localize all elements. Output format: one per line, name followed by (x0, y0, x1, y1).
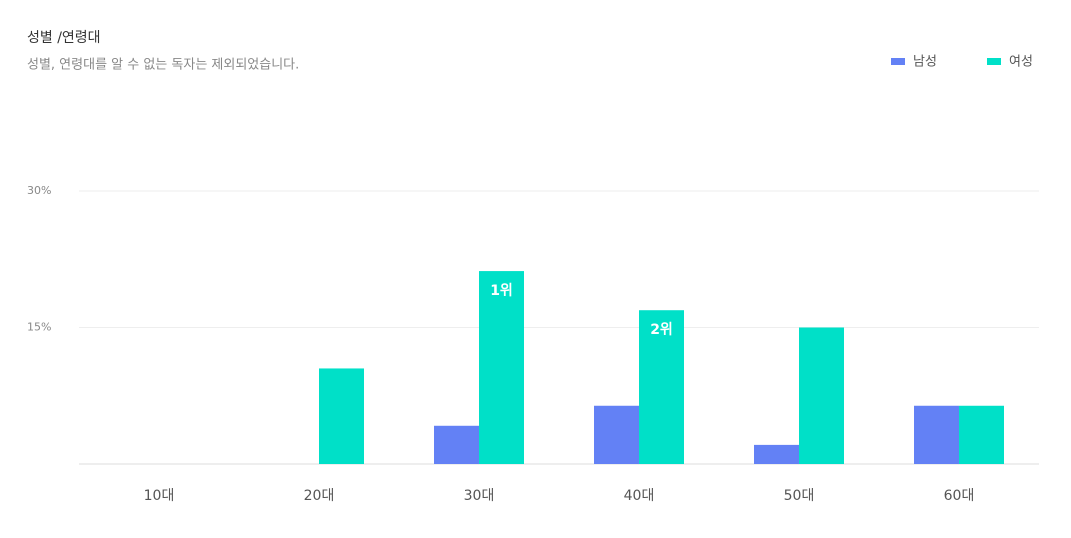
bar (959, 405, 1004, 464)
rank-label: 2위 (650, 322, 673, 338)
bar (639, 310, 684, 464)
x-tick-label: 40대 (624, 488, 655, 504)
x-tick-label: 60대 (944, 488, 975, 504)
legend-label: 남성 (913, 55, 937, 70)
bar (479, 271, 524, 464)
x-tick-label: 20대 (304, 488, 335, 504)
legend-label: 여성 (1009, 55, 1033, 70)
chart-title: 성별 /연령대 (27, 30, 101, 46)
legend-swatch (987, 58, 1001, 65)
x-tick-label: 30대 (464, 488, 495, 504)
y-tick-label: 30% (27, 184, 51, 197)
bar (754, 444, 799, 464)
y-tick-label: 15% (27, 321, 51, 334)
bar (914, 405, 959, 464)
legend-swatch (891, 58, 905, 65)
x-tick-label: 50대 (784, 488, 815, 504)
x-tick-label: 10대 (144, 488, 175, 504)
bar (434, 425, 479, 464)
chart-subtitle: 성별, 연령대를 알 수 없는 독자는 제외되었습니다. (27, 58, 299, 73)
bar (799, 327, 844, 464)
bar (319, 368, 364, 464)
rank-label: 1위 (490, 283, 513, 299)
bar (594, 405, 639, 464)
